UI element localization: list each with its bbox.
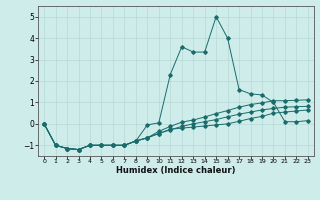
X-axis label: Humidex (Indice chaleur): Humidex (Indice chaleur)	[116, 166, 236, 175]
